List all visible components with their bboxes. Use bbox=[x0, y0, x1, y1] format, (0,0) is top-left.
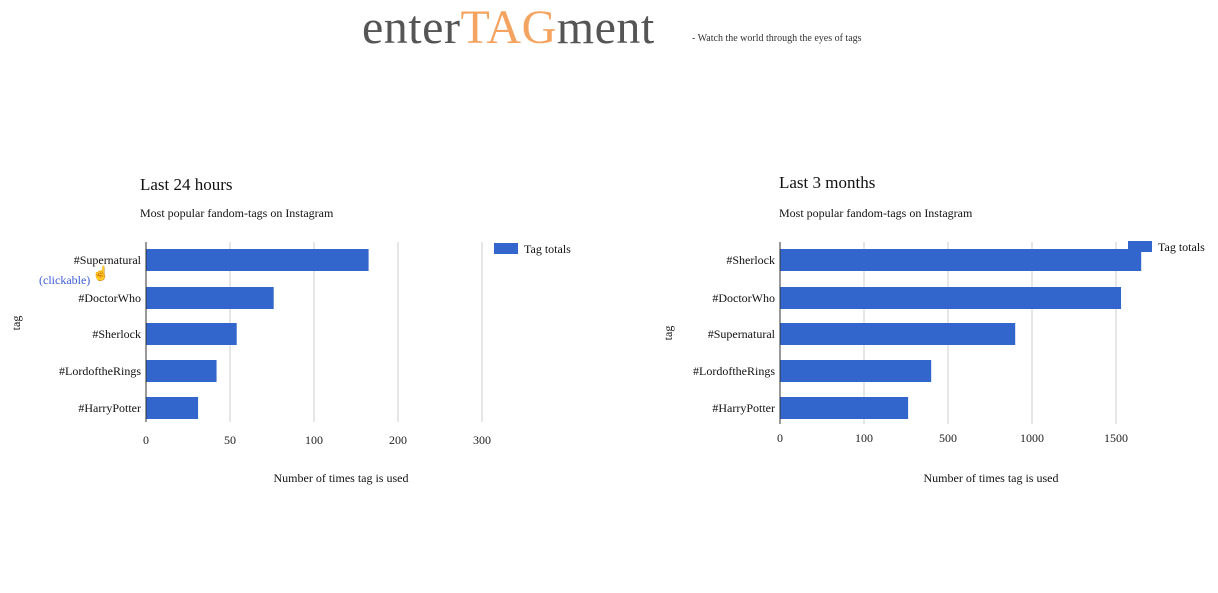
category-label[interactable]: #Sherlock bbox=[726, 253, 775, 267]
site-header: enterTAGment - Watch the world through t… bbox=[0, 0, 1218, 60]
x-tick-label: 0 bbox=[143, 433, 149, 447]
x-tick-label: 1500 bbox=[1104, 431, 1128, 445]
logo-part-ment: ment bbox=[556, 1, 655, 54]
clickable-annotation[interactable]: (clickable) bbox=[39, 273, 90, 287]
chart-title: Last 3 months bbox=[779, 173, 876, 192]
hand-pointer-icon: ☝ bbox=[92, 267, 110, 282]
bar[interactable] bbox=[146, 397, 199, 419]
category-label[interactable]: #DoctorWho bbox=[78, 291, 141, 305]
bar[interactable] bbox=[146, 323, 237, 345]
category-label[interactable]: #DoctorWho bbox=[712, 291, 775, 305]
x-tick-label: 50 bbox=[224, 433, 236, 447]
bar[interactable] bbox=[780, 323, 1016, 345]
logo-part-tag: TAG bbox=[460, 1, 557, 54]
y-axis-title: tag bbox=[9, 316, 23, 331]
category-label[interactable]: #Supernatural bbox=[74, 253, 142, 267]
category-label[interactable]: #Sherlock bbox=[92, 327, 141, 341]
category-label[interactable]: #LordoftheRings bbox=[693, 364, 775, 378]
y-axis-title: tag bbox=[661, 326, 675, 341]
x-axis-title: Number of times tag is used bbox=[274, 471, 409, 485]
x-tick-label: 200 bbox=[389, 433, 407, 447]
legend-label: Tag totals bbox=[1158, 240, 1205, 254]
site-tagline: - Watch the world through the eyes of ta… bbox=[692, 33, 862, 44]
chart-title: Last 24 hours bbox=[140, 175, 233, 194]
chart-last-3-months: Last 3 months Most popular fandom-tags o… bbox=[650, 160, 1218, 520]
site-logo[interactable]: enterTAGment bbox=[362, 2, 655, 54]
chart-last-24-hours: Last 24 hours Most popular fandom-tags o… bbox=[9, 160, 610, 520]
x-axis-title: Number of times tag is used bbox=[924, 471, 1059, 485]
bar[interactable] bbox=[146, 360, 217, 382]
category-label[interactable]: #HarryPotter bbox=[712, 401, 775, 415]
bar[interactable] bbox=[780, 397, 909, 419]
x-tick-label: 300 bbox=[473, 433, 491, 447]
legend-swatch bbox=[494, 243, 518, 254]
legend-label: Tag totals bbox=[524, 242, 571, 256]
bar[interactable] bbox=[780, 249, 1142, 271]
bar[interactable] bbox=[780, 287, 1122, 309]
bar-chart-svg: 0 100 500 1000 1500 #Sherlock #DoctorWho #Super… bbox=[661, 240, 1205, 485]
chart-subtitle: Most popular fandom-tags on Instagram bbox=[779, 206, 973, 220]
x-tick-label: 500 bbox=[939, 431, 957, 445]
chart-subtitle: Most popular fandom-tags on Instagram bbox=[140, 206, 334, 220]
x-tick-label: 100 bbox=[305, 433, 323, 447]
x-tick-label: 100 bbox=[855, 431, 873, 445]
bar[interactable] bbox=[146, 249, 369, 271]
logo-part-enter: enter bbox=[362, 1, 461, 54]
legend-swatch bbox=[1128, 241, 1152, 252]
bar[interactable] bbox=[780, 360, 932, 382]
x-tick-label: 1000 bbox=[1020, 431, 1044, 445]
category-label[interactable]: #LordoftheRings bbox=[59, 364, 141, 378]
category-label[interactable]: #Supernatural bbox=[708, 327, 776, 341]
category-label[interactable]: #HarryPotter bbox=[78, 401, 141, 415]
bar-chart-svg: 0 50 100 200 300 #Supernatural #DoctorWho #Sher… bbox=[9, 242, 571, 485]
x-tick-label: 0 bbox=[777, 431, 783, 445]
bar[interactable] bbox=[146, 287, 274, 309]
